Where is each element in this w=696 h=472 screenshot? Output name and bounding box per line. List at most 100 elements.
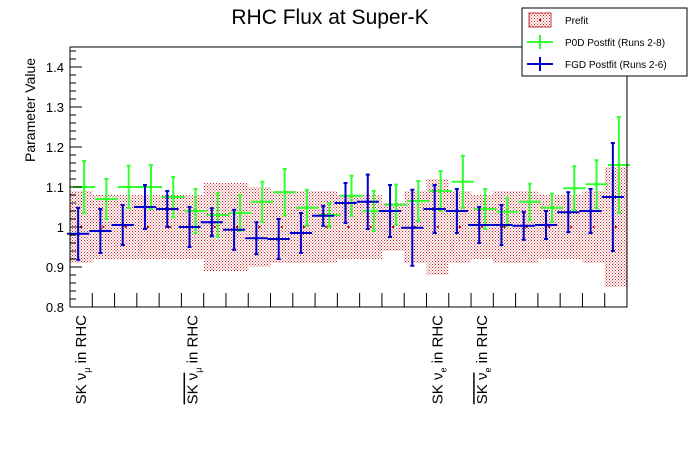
y-axis-label: Parameter Value (22, 58, 38, 162)
y-tick-label-1: 0.9 (46, 260, 64, 275)
prefit-point-12 (347, 226, 350, 228)
fgd-point-8 (254, 236, 259, 240)
prefit-point-4 (169, 226, 172, 228)
legend-prefit-marker (539, 19, 541, 21)
x-tick-label-1: SK νμ in RHC (185, 315, 204, 405)
fgd-point-10 (299, 231, 303, 235)
prefit-point-24 (614, 226, 617, 228)
x-tick-label-3: SK νe in RHC (474, 315, 493, 404)
p0d-point-4 (171, 195, 176, 199)
fgd-point-12 (343, 201, 348, 205)
fgd-point-1 (98, 229, 103, 233)
x-tick-label-3-tail: in RHC (474, 315, 491, 368)
prefit-point-11 (325, 226, 328, 228)
x-tick-label-2-tail: in RHC (430, 315, 447, 368)
p0d-point-5 (193, 209, 198, 213)
x-tick-label-0-main: SK ν (73, 373, 90, 405)
p0d-point-14 (394, 202, 398, 207)
fgd-point-5 (187, 225, 192, 229)
p0d-point-8 (260, 200, 265, 204)
fgd-point-21 (544, 223, 548, 227)
prefit-point-10 (302, 226, 305, 228)
prefit-point-22 (570, 226, 573, 228)
y-tick-label-6: 1.4 (46, 60, 64, 75)
fgd-point-24 (611, 195, 615, 199)
p0d-point-16 (438, 189, 443, 193)
x-tick-label-1-main: SK ν (185, 373, 202, 405)
fgd-point-0 (76, 232, 80, 236)
fgd-point-7 (232, 228, 236, 232)
prefit-point-17 (458, 226, 461, 228)
p0d-point-13 (371, 209, 376, 213)
p0d-point-9 (282, 190, 287, 194)
y-tick-label-3: 1.1 (46, 180, 64, 195)
fgd-point-17 (455, 209, 459, 213)
x-tick-label-2: SK νe in RHC (430, 315, 449, 404)
prefit-point-14 (392, 226, 395, 228)
y-tick-label-4: 1.2 (46, 140, 64, 155)
x-tick-label-3-sub: e (483, 368, 493, 373)
prefit-point-7 (236, 226, 239, 228)
fgd-point-15 (410, 226, 415, 230)
prefit-point-20 (525, 226, 528, 228)
x-tick-label-0-tail: in RHC (73, 315, 90, 368)
fgd-point-4 (165, 207, 170, 211)
prefit-point-6 (213, 226, 216, 228)
prefit-point-1 (102, 226, 105, 228)
prefit-bands (70, 167, 627, 287)
x-tick-label-2-sub: e (439, 368, 449, 373)
p0d-point-12 (349, 194, 354, 198)
prefit-point-8 (258, 226, 261, 228)
prefit-point-18 (481, 226, 484, 228)
p0d-series (73, 116, 630, 238)
prefit-point-21 (548, 226, 551, 228)
fgd-point-11 (321, 214, 326, 218)
fgd-point-9 (276, 237, 281, 241)
x-tick-label-0: SK νμ in RHC (73, 315, 92, 405)
prefit-point-2 (124, 226, 127, 228)
p0d-point-15 (416, 199, 421, 203)
x-tick-label-3-main: SK ν (474, 373, 491, 405)
prefit-point-16 (436, 226, 439, 228)
fgd-point-3 (143, 205, 147, 209)
y-tick-label-2: 1 (57, 220, 64, 235)
x-tick-label-0-sub: μ (82, 368, 92, 373)
fgd-point-20 (521, 224, 526, 228)
prefit-point-23 (592, 226, 595, 228)
legend-prefit-label: Prefit (565, 16, 589, 27)
p0d-point-7 (238, 211, 242, 215)
legend-fgd-label: FGD Postfit (Runs 2-6) (565, 60, 667, 71)
x-tick-label-1-tail: in RHC (185, 315, 202, 368)
fgd-point-23 (588, 209, 593, 213)
x-tick-label-2-main: SK ν (430, 373, 447, 405)
p0d-point-20 (527, 200, 532, 204)
p0d-point-2 (126, 185, 131, 189)
fgd-point-2 (120, 223, 125, 227)
fgd-point-13 (365, 200, 370, 204)
p0d-point-1 (104, 197, 109, 201)
p0d-point-0 (82, 185, 86, 189)
p0d-point-17 (461, 180, 465, 184)
prefit-point-3 (146, 226, 149, 228)
fgd-point-22 (566, 210, 571, 214)
prefit-point-19 (503, 226, 506, 228)
plot-frame (69, 46, 628, 308)
p0d-point-19 (505, 210, 510, 214)
fgd-point-19 (499, 223, 504, 227)
prefit-point-13 (369, 226, 372, 228)
legend: Prefit P0D Postfit (Runs 2-8) FGD Postfi… (521, 7, 688, 77)
p0d-point-22 (572, 186, 577, 190)
y-tick-label-5: 1.3 (46, 100, 64, 115)
p0d-point-10 (305, 206, 309, 210)
fgd-point-6 (210, 220, 214, 224)
y-axis: 0.8 0.9 1 1.1 1.2 1.3 1.4 (46, 50, 82, 315)
prefit-point-9 (280, 226, 283, 228)
chart-title: RHC Flux at Super-K (231, 6, 428, 29)
p0d-point-18 (483, 207, 487, 211)
fgd-series (67, 142, 624, 267)
p0d-point-24 (617, 163, 621, 167)
p0d-point-21 (550, 206, 554, 210)
fgd-point-18 (477, 223, 481, 227)
